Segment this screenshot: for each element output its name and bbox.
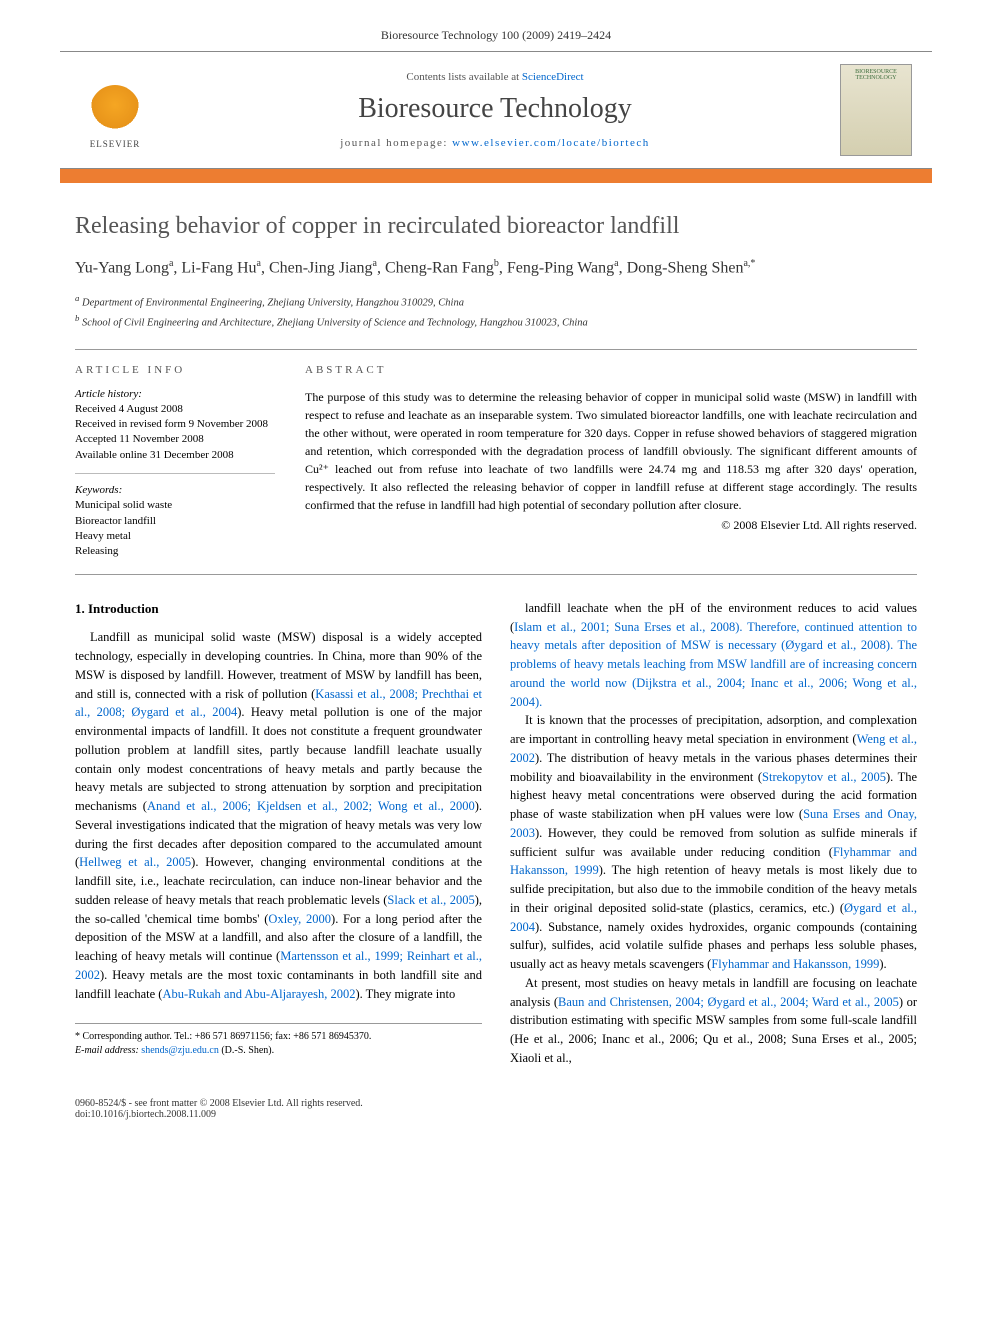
journal-cover-thumbnail: BIORESOURCE TECHNOLOGY	[840, 64, 912, 156]
email-line: E-mail address: shends@zju.edu.cn (D.-S.…	[75, 1044, 482, 1058]
header-center-block: Contents lists available at ScienceDirec…	[150, 71, 840, 149]
homepage-prefix: journal homepage:	[340, 137, 452, 149]
corresponding-author: * Corresponding author. Tel.: +86 571 86…	[75, 1030, 482, 1044]
sciencedirect-link[interactable]: ScienceDirect	[522, 71, 584, 83]
history-revised: Received in revised form 9 November 2008	[75, 417, 275, 432]
abstract-text: The purpose of this study was to determi…	[305, 388, 917, 514]
right-column: landfill leachate when the pH of the env…	[510, 599, 917, 1068]
contents-available-line: Contents lists available at ScienceDirec…	[150, 71, 840, 83]
keyword-1: Municipal solid waste	[75, 498, 275, 513]
left-column: 1. Introduction Landfill as municipal so…	[75, 599, 482, 1068]
email-link[interactable]: shends@zju.edu.cn	[141, 1045, 219, 1056]
abstract-block: ABSTRACT The purpose of this study was t…	[305, 364, 917, 560]
contents-prefix: Contents lists available at	[406, 71, 521, 83]
publisher-name: ELSEVIER	[90, 139, 141, 149]
intro-paragraph-2: It is known that the processes of precip…	[510, 711, 917, 974]
journal-homepage-line: journal homepage: www.elsevier.com/locat…	[150, 137, 840, 149]
intro-paragraph-1: Landfill as municipal solid waste (MSW) …	[75, 628, 482, 1003]
history-label: Article history:	[75, 388, 275, 400]
email-label: E-mail address:	[75, 1045, 141, 1056]
section-heading-intro: 1. Introduction	[75, 599, 482, 619]
elsevier-logo: ELSEVIER	[80, 71, 150, 149]
keywords-block: Keywords: Municipal solid waste Bioreact…	[75, 484, 275, 560]
article-title: Releasing behavior of copper in recircul…	[75, 213, 917, 240]
affiliation-b: b School of Civil Engineering and Archit…	[75, 312, 917, 331]
body-columns: 1. Introduction Landfill as municipal so…	[75, 599, 917, 1068]
keyword-3: Heavy metal	[75, 529, 275, 544]
cover-title: BIORESOURCE TECHNOLOGY	[845, 69, 907, 81]
history-accepted: Accepted 11 November 2008	[75, 432, 275, 447]
homepage-link[interactable]: www.elsevier.com/locate/biortech	[452, 137, 650, 149]
footer-left: 0960-8524/$ - see front matter © 2008 El…	[75, 1098, 363, 1120]
affiliations: a Department of Environmental Engineerin…	[75, 292, 917, 330]
article-history-block: Article history: Received 4 August 2008 …	[75, 388, 275, 475]
history-online: Available online 31 December 2008	[75, 448, 275, 463]
history-received: Received 4 August 2008	[75, 402, 275, 417]
orange-divider	[60, 169, 932, 183]
journal-name: Bioresource Technology	[150, 93, 840, 125]
author-list: Yu-Yang Longa, Li-Fang Hua, Chen-Jing Ji…	[75, 256, 917, 280]
journal-header-bar: ELSEVIER Contents lists available at Sci…	[60, 51, 932, 169]
affiliation-a: a Department of Environmental Engineerin…	[75, 292, 917, 311]
running-header: Bioresource Technology 100 (2009) 2419–2…	[0, 0, 992, 51]
keywords-label: Keywords:	[75, 484, 275, 496]
abstract-heading: ABSTRACT	[305, 364, 917, 376]
page-footer: 0960-8524/$ - see front matter © 2008 El…	[0, 1088, 992, 1150]
citation-text: Bioresource Technology 100 (2009) 2419–2…	[381, 28, 611, 42]
elsevier-tree-icon	[90, 85, 140, 135]
footer-copyright: 0960-8524/$ - see front matter © 2008 El…	[75, 1098, 363, 1109]
info-abstract-row: ARTICLE INFO Article history: Received 4…	[75, 349, 917, 575]
keyword-2: Bioreactor landfill	[75, 514, 275, 529]
article-info-block: ARTICLE INFO Article history: Received 4…	[75, 364, 275, 560]
article-main: Releasing behavior of copper in recircul…	[0, 183, 992, 1088]
footnote-block: * Corresponding author. Tel.: +86 571 86…	[75, 1023, 482, 1058]
footer-doi: doi:10.1016/j.biortech.2008.11.009	[75, 1109, 363, 1120]
abstract-copyright: © 2008 Elsevier Ltd. All rights reserved…	[305, 518, 917, 533]
keyword-4: Releasing	[75, 544, 275, 559]
intro-paragraph-1-cont: landfill leachate when the pH of the env…	[510, 599, 917, 712]
intro-paragraph-3: At present, most studies on heavy metals…	[510, 974, 917, 1068]
article-info-heading: ARTICLE INFO	[75, 364, 275, 376]
email-suffix: (D.-S. Shen).	[219, 1045, 274, 1056]
